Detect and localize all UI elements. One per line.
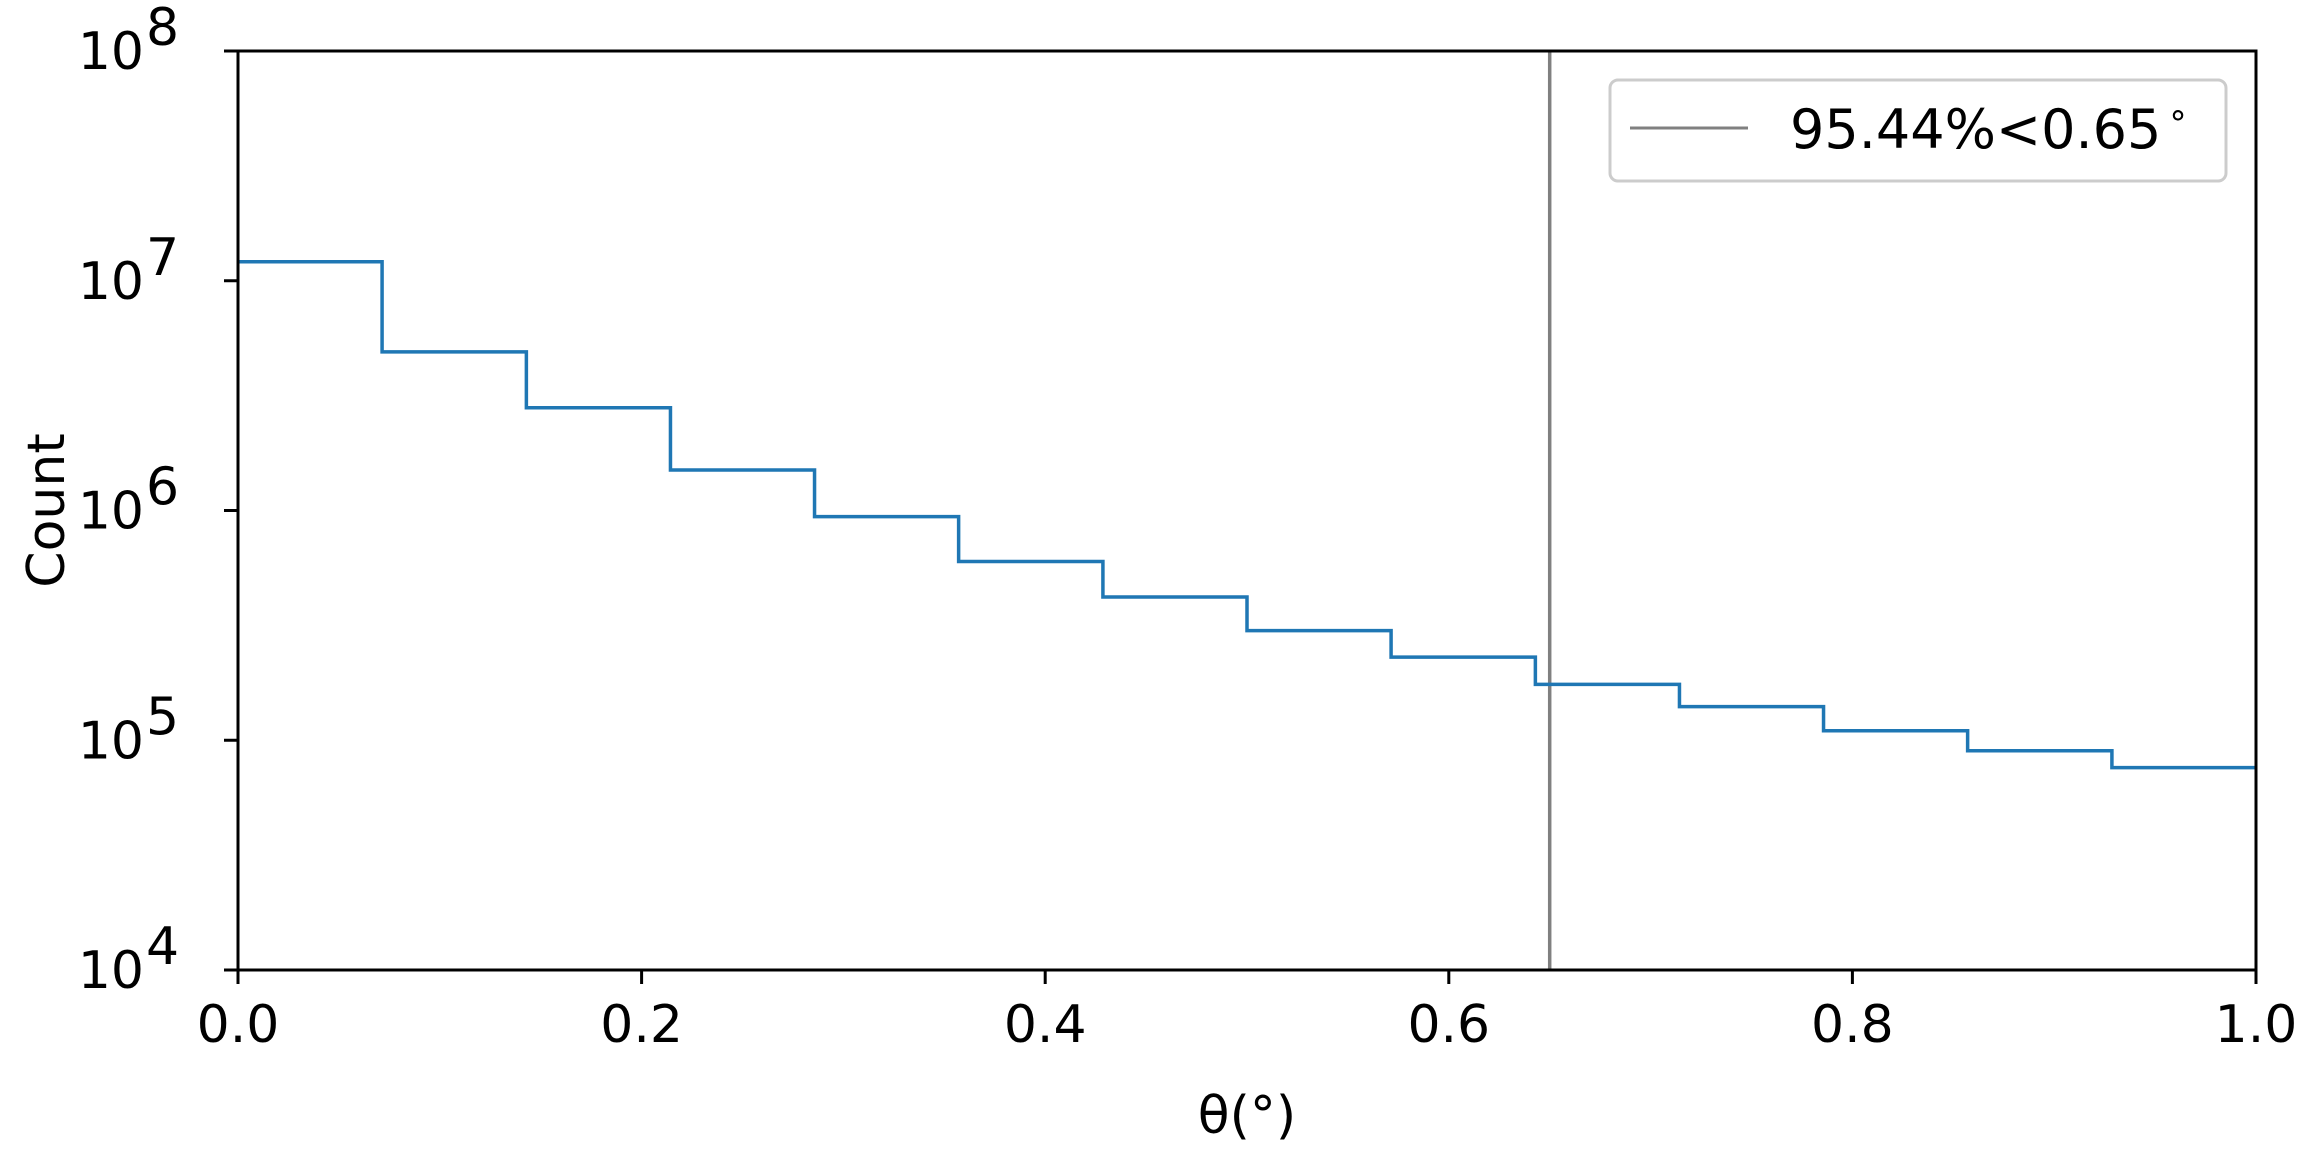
x-tick-label: 0.8: [1811, 995, 1894, 1055]
x-tick-label: 0.0: [197, 995, 280, 1055]
y-axis-label: Count: [17, 433, 77, 587]
legend-label-degree: ∘: [2167, 95, 2188, 135]
plot-frame: [236, 49, 2258, 972]
y-tick-label: 10: [78, 711, 144, 771]
y-tick-label: 10: [78, 482, 144, 542]
x-tick-label: 0.4: [1004, 995, 1087, 1055]
x-axis-label: θ(°): [1198, 1086, 1296, 1146]
y-tick-label: 10: [78, 22, 144, 82]
y-tick-label-exponent: 4: [146, 917, 179, 977]
legend-label-main: 95.44%<0.65: [1790, 98, 2161, 161]
legend-box: [1608, 78, 2228, 183]
y-tick-label-exponent: 6: [146, 458, 179, 518]
y-tick-label-exponent: 5: [146, 687, 179, 747]
x-axis: 0.0 0.2 0.4 0.6 0.8 1.0: [197, 970, 2298, 1055]
y-tick-label-exponent: 8: [146, 0, 179, 58]
x-tick-label: 1.0: [2215, 995, 2298, 1055]
y-tick-label: 10: [78, 941, 144, 1001]
series-step-line-0: [238, 259, 2256, 770]
legend: 95.44%<0.65 ∘: [1608, 78, 2228, 183]
x-tick-label: 0.6: [1407, 995, 1490, 1055]
series-layer: [238, 259, 2256, 770]
y-tick-label-exponent: 7: [146, 228, 179, 288]
x-tick-label: 0.2: [600, 995, 683, 1055]
legend-label: 95.44%<0.65 ∘: [1790, 95, 2189, 161]
y-tick-label: 10: [78, 252, 144, 312]
